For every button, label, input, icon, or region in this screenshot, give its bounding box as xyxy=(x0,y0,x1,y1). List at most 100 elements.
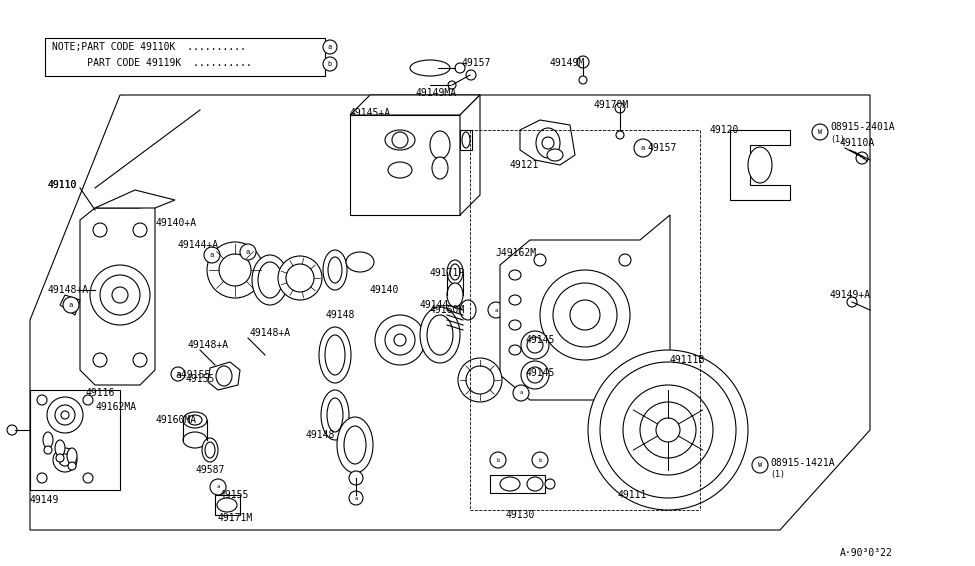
Circle shape xyxy=(55,405,75,425)
Ellipse shape xyxy=(432,157,448,179)
Text: PART CODE 49119K  ..........: PART CODE 49119K .......... xyxy=(52,58,252,68)
Ellipse shape xyxy=(547,149,563,161)
Circle shape xyxy=(53,448,77,472)
Text: b: b xyxy=(496,457,499,462)
Ellipse shape xyxy=(252,255,288,305)
Text: 49171M: 49171M xyxy=(218,513,254,523)
Circle shape xyxy=(240,244,256,260)
Circle shape xyxy=(579,76,587,84)
Bar xyxy=(350,115,460,215)
Circle shape xyxy=(44,446,52,454)
Polygon shape xyxy=(30,95,870,530)
Circle shape xyxy=(375,315,425,365)
Text: 49149: 49149 xyxy=(30,495,59,505)
Ellipse shape xyxy=(323,250,347,290)
Ellipse shape xyxy=(319,327,351,383)
Circle shape xyxy=(619,364,631,376)
Ellipse shape xyxy=(321,390,349,440)
Ellipse shape xyxy=(205,442,215,458)
Text: 49144: 49144 xyxy=(420,300,449,310)
Circle shape xyxy=(615,103,625,113)
Text: W: W xyxy=(818,129,822,135)
Text: 49148+A: 49148+A xyxy=(47,285,88,295)
Ellipse shape xyxy=(447,283,463,307)
Text: 49110A: 49110A xyxy=(840,138,876,148)
Circle shape xyxy=(210,479,226,495)
Circle shape xyxy=(856,152,868,164)
Text: 49155: 49155 xyxy=(185,374,214,384)
Circle shape xyxy=(553,283,617,347)
Polygon shape xyxy=(60,295,80,315)
Text: 49157: 49157 xyxy=(648,143,678,153)
Text: 49155: 49155 xyxy=(220,490,250,500)
Circle shape xyxy=(458,358,502,402)
Text: 08915-2401A: 08915-2401A xyxy=(830,122,895,132)
Text: 49148+A: 49148+A xyxy=(250,328,292,338)
Circle shape xyxy=(466,366,494,394)
Text: 49149MA: 49149MA xyxy=(415,88,456,98)
Ellipse shape xyxy=(183,412,207,428)
Circle shape xyxy=(47,397,83,433)
Circle shape xyxy=(112,287,128,303)
Circle shape xyxy=(133,353,147,367)
Polygon shape xyxy=(80,195,155,385)
Circle shape xyxy=(600,362,736,498)
Text: a49155: a49155 xyxy=(175,370,211,380)
Bar xyxy=(45,38,325,76)
Polygon shape xyxy=(520,120,575,165)
Circle shape xyxy=(534,364,546,376)
Ellipse shape xyxy=(536,128,560,158)
Circle shape xyxy=(392,132,408,148)
Polygon shape xyxy=(730,130,790,200)
Text: a: a xyxy=(176,371,179,376)
Ellipse shape xyxy=(328,257,342,283)
Ellipse shape xyxy=(527,477,543,491)
Circle shape xyxy=(521,331,549,359)
Circle shape xyxy=(527,337,543,353)
Circle shape xyxy=(534,254,546,266)
Text: 49148: 49148 xyxy=(325,310,354,320)
Polygon shape xyxy=(208,362,240,390)
Ellipse shape xyxy=(337,417,373,473)
Circle shape xyxy=(37,473,47,483)
Bar xyxy=(460,130,472,150)
Circle shape xyxy=(513,385,529,401)
Text: 49157: 49157 xyxy=(462,58,491,68)
Circle shape xyxy=(323,57,337,71)
Text: a: a xyxy=(641,145,645,151)
Circle shape xyxy=(7,425,17,435)
Circle shape xyxy=(545,479,555,489)
Circle shape xyxy=(488,302,504,318)
Ellipse shape xyxy=(327,398,343,432)
Circle shape xyxy=(466,70,476,80)
Circle shape xyxy=(455,63,465,73)
Text: a: a xyxy=(216,484,219,490)
Ellipse shape xyxy=(216,366,232,386)
Bar xyxy=(30,390,120,490)
Text: b: b xyxy=(538,457,542,462)
Ellipse shape xyxy=(509,320,521,330)
Text: a: a xyxy=(494,307,497,312)
Text: 49149+A: 49149+A xyxy=(830,290,871,300)
Text: (1): (1) xyxy=(770,470,785,479)
Circle shape xyxy=(68,462,76,470)
Ellipse shape xyxy=(346,252,374,272)
Text: 49160MA: 49160MA xyxy=(155,415,196,425)
Polygon shape xyxy=(460,95,480,215)
Ellipse shape xyxy=(509,295,521,305)
Text: 49121: 49121 xyxy=(510,160,539,170)
Circle shape xyxy=(219,254,251,286)
Text: b: b xyxy=(328,61,332,67)
Ellipse shape xyxy=(43,432,53,448)
Text: 49110: 49110 xyxy=(47,180,76,190)
Text: 49116: 49116 xyxy=(85,388,114,398)
Text: a: a xyxy=(520,391,523,396)
Text: 49160M: 49160M xyxy=(430,305,465,315)
Circle shape xyxy=(61,411,69,419)
Circle shape xyxy=(59,454,71,466)
Ellipse shape xyxy=(450,264,460,280)
Circle shape xyxy=(278,256,322,300)
Ellipse shape xyxy=(67,448,77,464)
Text: 49162MA: 49162MA xyxy=(95,402,136,412)
Text: 49148+A: 49148+A xyxy=(188,340,229,350)
